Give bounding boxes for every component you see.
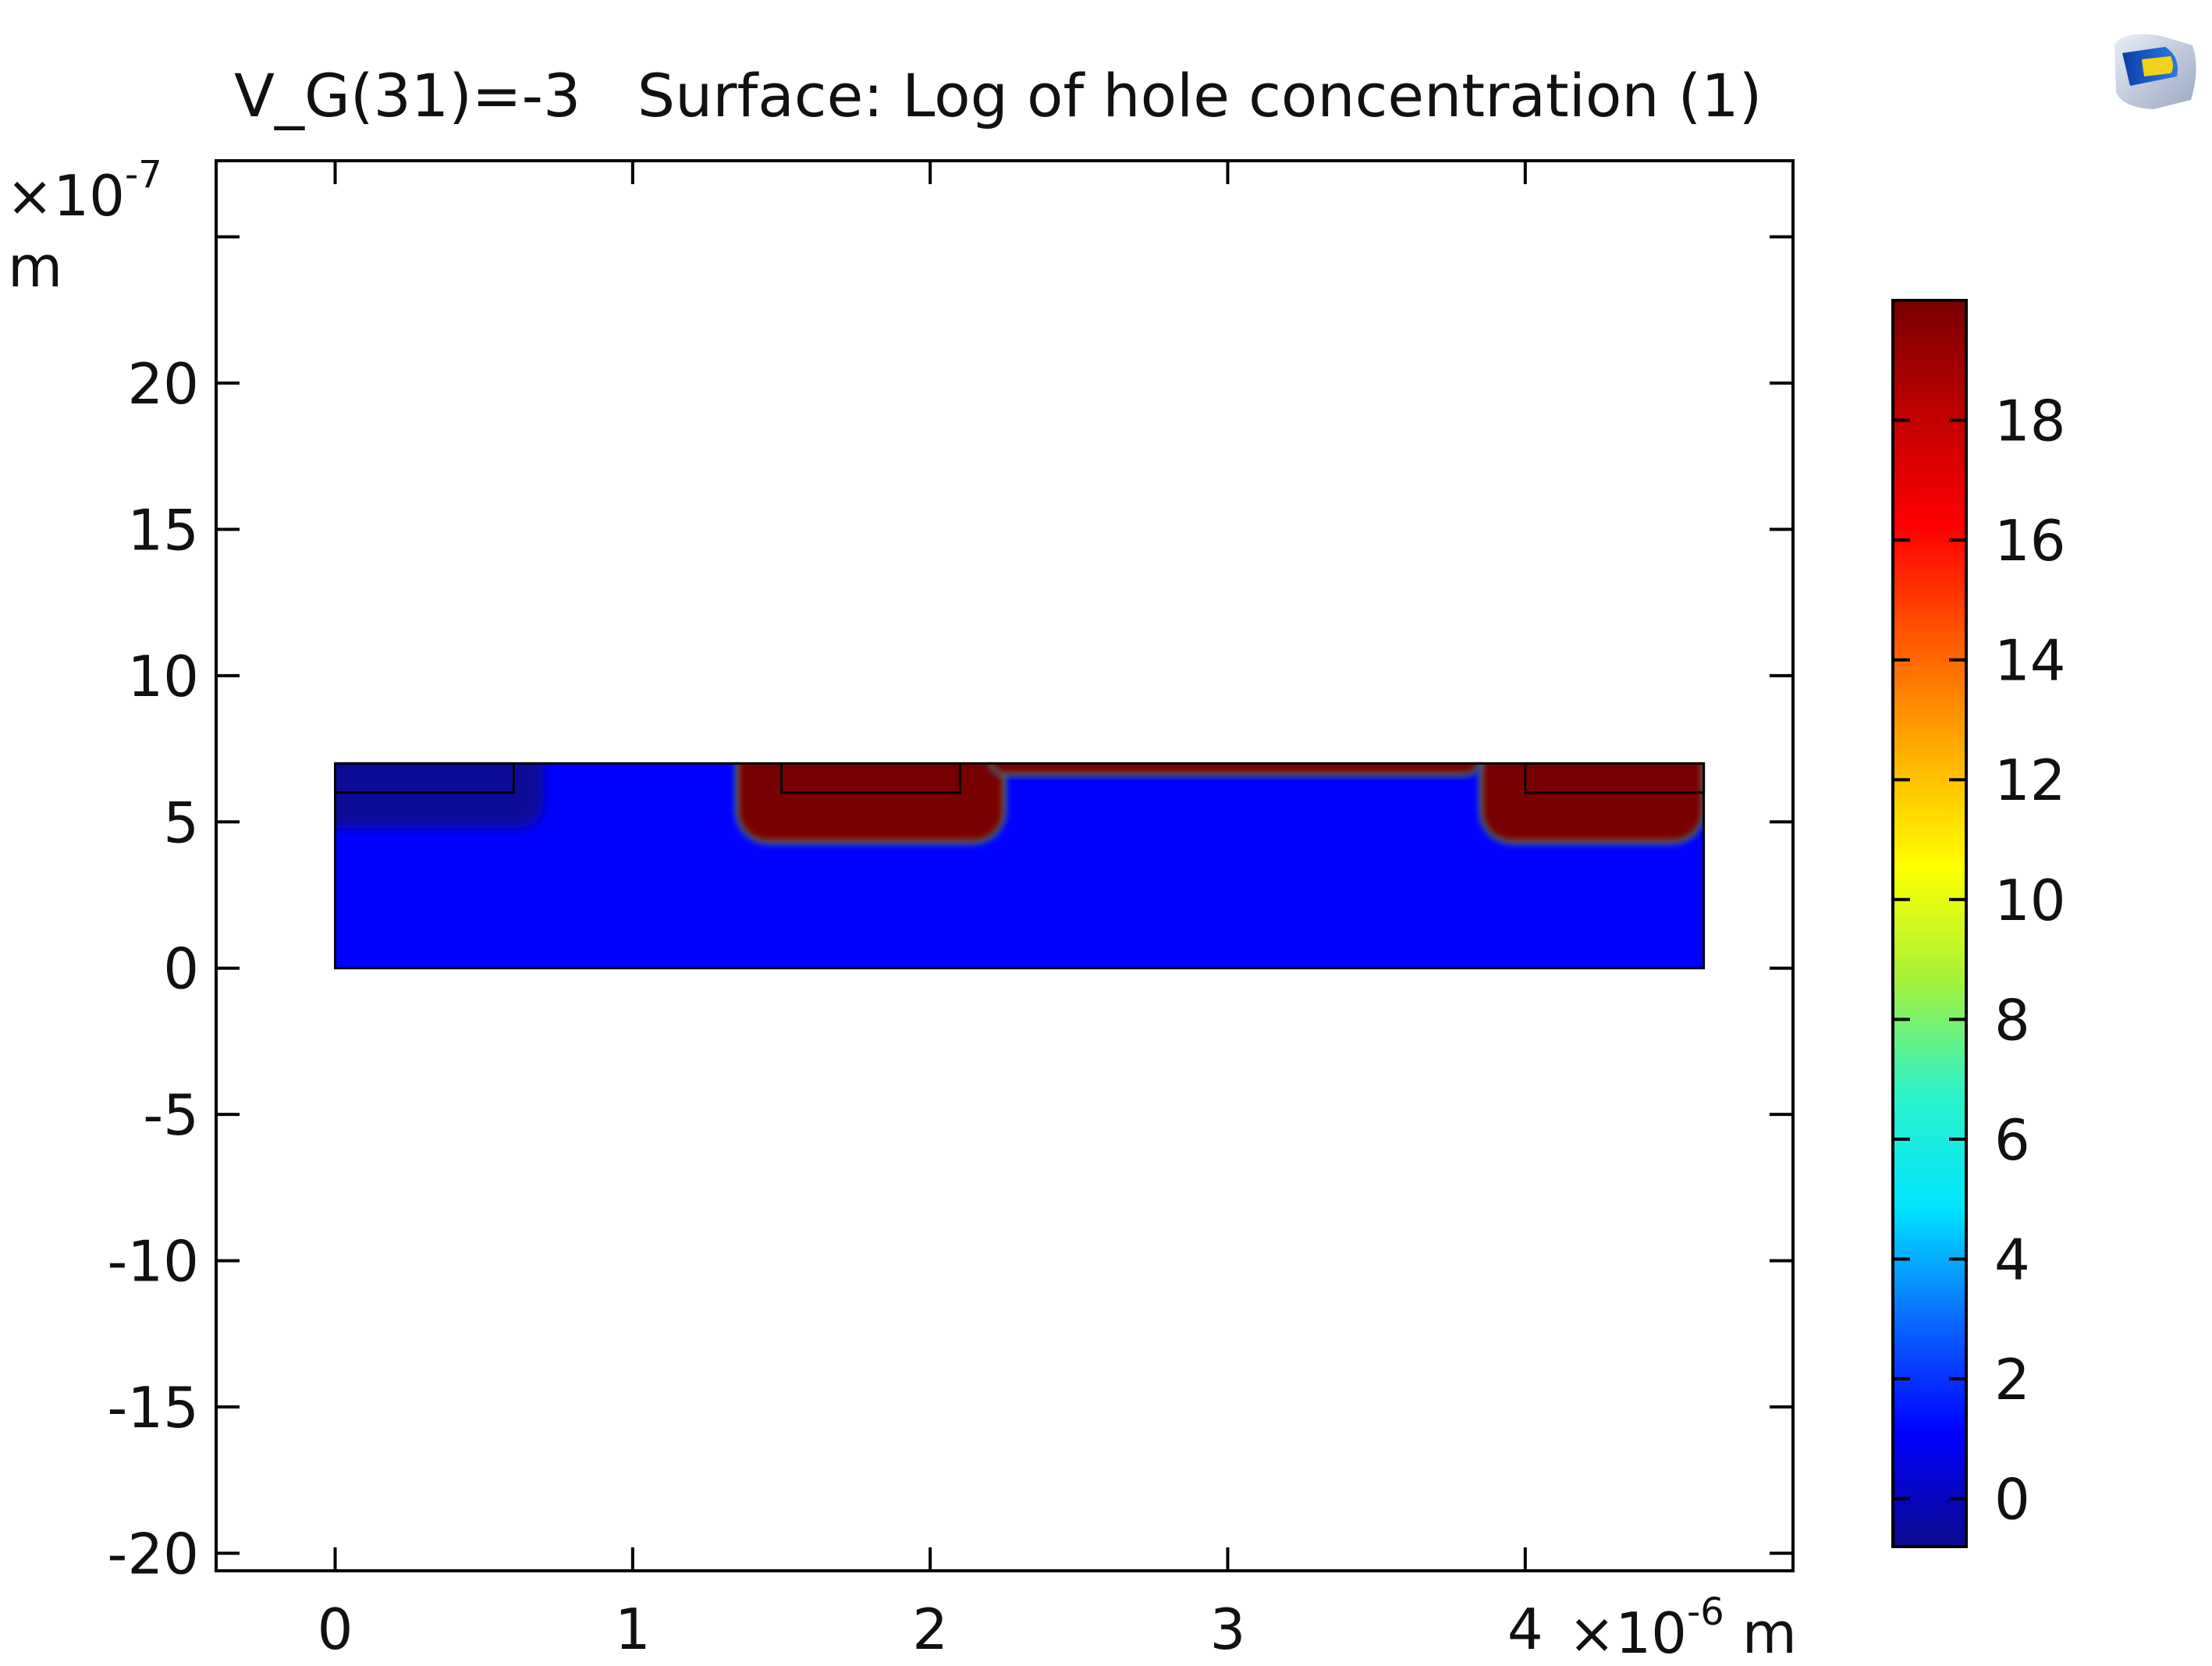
colorbar-tick-label: 12 — [1994, 748, 2066, 813]
plot-frame — [215, 159, 1795, 1572]
heatmap-field — [335, 763, 1704, 968]
source-well-halo-2 — [744, 763, 997, 835]
contact-region-0 — [334, 763, 515, 794]
field-clip — [335, 763, 1704, 968]
source-well-halo-0 — [737, 763, 1005, 843]
drain-well-halo-3 — [1491, 763, 1693, 832]
y-tick-label: 0 — [163, 936, 199, 1002]
colorbar-tick-label: 4 — [1994, 1227, 2030, 1292]
surface-layer-halo-0 — [990, 763, 1480, 776]
x-tick-label: 2 — [912, 1597, 948, 1659]
plot-title: V_G(31)=-3 Surface: Log of hole concentr… — [234, 61, 1763, 130]
y-tick-label: 5 — [163, 790, 199, 855]
drain-well-halo-0 — [1480, 763, 1704, 843]
domain-outline — [334, 762, 1706, 970]
x-axis-exponent: ×10-6 m — [1568, 1590, 1797, 1666]
colorbar-tick-label: 6 — [1994, 1107, 2030, 1173]
comsol-logo-icon — [2114, 34, 2196, 109]
x-tick-label: 3 — [1210, 1597, 1246, 1659]
x-tick-label: 1 — [615, 1597, 651, 1659]
surface-layer — [990, 763, 1480, 776]
surface-layer-halo-2 — [1002, 763, 1468, 768]
colorbar-tick-label: 14 — [1994, 628, 2066, 694]
y-tick-label: 20 — [127, 351, 199, 417]
x-tick-label: 4 — [1507, 1597, 1543, 1659]
y-tick-label: -20 — [107, 1522, 199, 1587]
region-outlines — [334, 762, 1706, 970]
colorbar-gradient — [1891, 299, 1968, 1548]
x-tick-label: 0 — [318, 1597, 353, 1659]
y-tick-label: -10 — [107, 1229, 199, 1295]
colorbar-tick-label: 10 — [1994, 868, 2066, 933]
x-exponent-power: -6 — [1686, 1590, 1724, 1634]
field-background — [335, 763, 1704, 968]
colorbar-tick-label: 16 — [1994, 508, 2066, 574]
depleted-corner — [335, 763, 544, 828]
colorbar-tick-label: 18 — [1994, 389, 2066, 454]
y-exponent-power: -7 — [124, 153, 162, 197]
y-tick-label: -5 — [143, 1082, 199, 1148]
y-tick-label: 10 — [127, 644, 199, 709]
colorbar-tick-label: 8 — [1994, 987, 2030, 1053]
colorbar: 0 2 4 6 8 10 12 14 16 18 — [1891, 299, 2066, 1548]
y-axis-unit: m — [8, 234, 63, 300]
source-well-halo-1 — [741, 763, 1000, 838]
colorbar-tick-label: 0 — [1994, 1467, 2030, 1533]
x-exponent-base: ×10 — [1568, 1600, 1687, 1666]
surface-layer-halo-1 — [996, 763, 1474, 771]
contact-region-2 — [1524, 763, 1706, 794]
y-tick-label: -15 — [107, 1375, 199, 1440]
y-axis-exponent: ×10-7 — [6, 156, 162, 224]
drain-well — [1480, 763, 1704, 843]
contact-region-1 — [780, 763, 961, 794]
drain-well-halo-2 — [1488, 763, 1696, 835]
x-axis-unit: m — [1742, 1600, 1797, 1666]
source-well-halo-3 — [747, 763, 994, 832]
plot-axes: 0 1 2 3 4 -20 -15 -10 -5 0 5 10 15 20 — [107, 159, 1795, 1659]
y-tick-label: 15 — [127, 497, 199, 563]
surface-layer-halo-3 — [1010, 763, 1461, 765]
source-well — [737, 763, 1005, 843]
y-exponent-base: ×10 — [6, 163, 125, 229]
colorbar-tick-label: 2 — [1994, 1347, 2030, 1412]
drain-well-halo-1 — [1485, 763, 1699, 838]
